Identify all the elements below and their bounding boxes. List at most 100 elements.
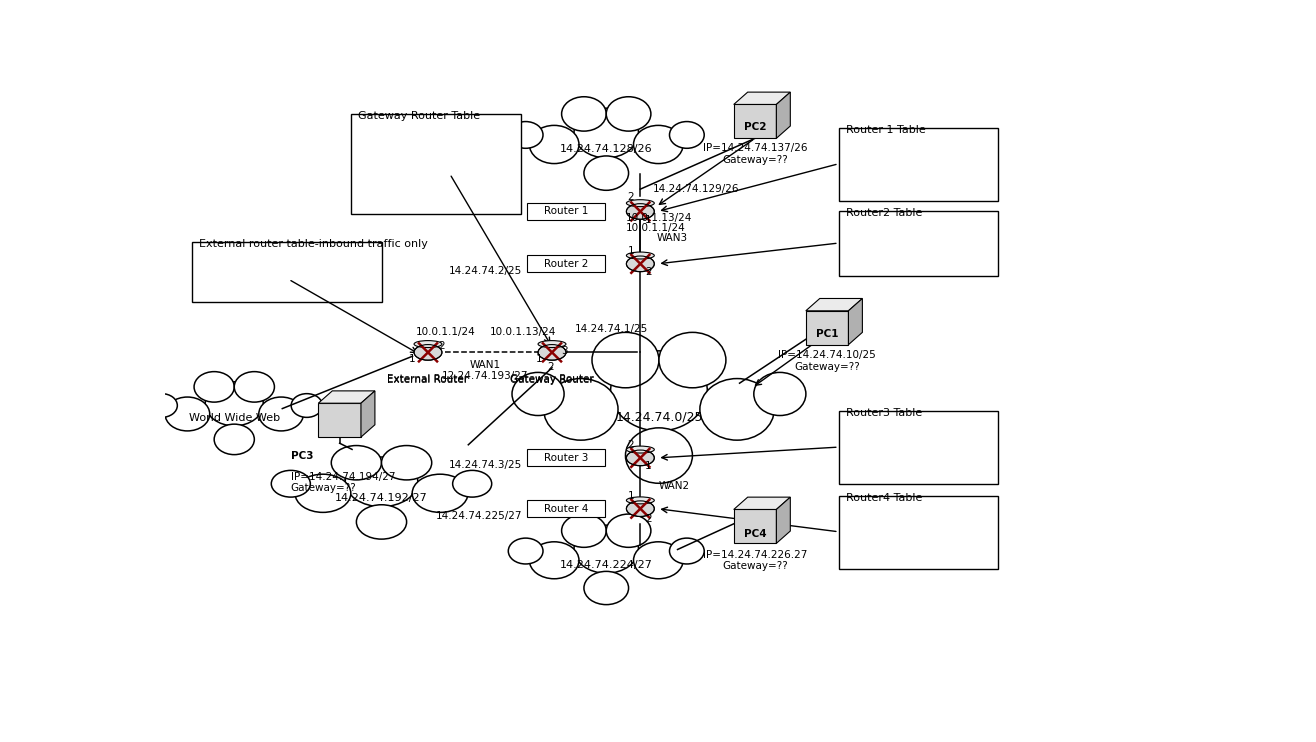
- Text: Router4 Table: Router4 Table: [846, 493, 923, 503]
- Text: 14.24.74.1/25: 14.24.74.1/25: [575, 324, 649, 334]
- Ellipse shape: [164, 397, 209, 431]
- Ellipse shape: [607, 514, 651, 548]
- Ellipse shape: [670, 538, 704, 564]
- Ellipse shape: [626, 446, 654, 453]
- Text: External Router: External Router: [387, 375, 468, 386]
- Text: 3: 3: [561, 346, 567, 356]
- Text: External Router: External Router: [387, 374, 468, 384]
- Circle shape: [415, 344, 442, 360]
- Text: PC4: PC4: [744, 529, 766, 539]
- Text: 14.24.74.3/25: 14.24.74.3/25: [449, 460, 522, 470]
- Text: IP=14.24.74.10/25
Gateway=??: IP=14.24.74.10/25 Gateway=??: [778, 350, 876, 372]
- Ellipse shape: [345, 457, 417, 507]
- Text: 12.24.74.193/27: 12.24.74.193/27: [442, 371, 529, 381]
- Text: Gateway Router: Gateway Router: [511, 374, 594, 384]
- Text: 14.24.74.0/25: 14.24.74.0/25: [615, 410, 703, 424]
- Ellipse shape: [271, 470, 311, 497]
- Ellipse shape: [453, 470, 492, 497]
- Text: 1: 1: [537, 353, 544, 364]
- Ellipse shape: [382, 445, 432, 480]
- Text: Router3 Table: Router3 Table: [846, 408, 923, 418]
- Polygon shape: [734, 92, 791, 105]
- Ellipse shape: [234, 372, 275, 402]
- Ellipse shape: [562, 96, 607, 131]
- Ellipse shape: [626, 200, 654, 206]
- Bar: [528, 500, 604, 517]
- Polygon shape: [734, 497, 791, 510]
- Ellipse shape: [626, 252, 654, 259]
- Ellipse shape: [700, 378, 774, 440]
- Text: 2: 2: [547, 362, 554, 372]
- Polygon shape: [776, 497, 791, 543]
- Ellipse shape: [633, 542, 683, 579]
- Text: 1: 1: [628, 246, 634, 256]
- Bar: [192, 241, 382, 301]
- Text: 2: 2: [646, 513, 653, 524]
- Ellipse shape: [291, 394, 322, 417]
- Polygon shape: [776, 92, 791, 138]
- Bar: [528, 203, 604, 220]
- Bar: [528, 255, 604, 272]
- Text: IP=14.24.74.194/27
Gateway=??: IP=14.24.74.194/27 Gateway=??: [291, 472, 395, 493]
- Ellipse shape: [611, 351, 707, 431]
- Bar: [734, 510, 776, 543]
- Ellipse shape: [357, 505, 407, 539]
- Text: 1: 1: [645, 215, 651, 225]
- Text: PC1: PC1: [816, 329, 838, 339]
- Text: 14.24.74.224/27: 14.24.74.224/27: [559, 560, 653, 570]
- Polygon shape: [318, 391, 375, 403]
- Text: External router table-inbound traffic only: External router table-inbound traffic on…: [199, 239, 428, 249]
- Bar: [528, 450, 604, 466]
- Bar: [838, 211, 998, 276]
- Text: 2: 2: [628, 440, 634, 450]
- Ellipse shape: [415, 341, 442, 347]
- Text: 14.24.74.225/27: 14.24.74.225/27: [436, 510, 522, 521]
- Text: 1: 1: [628, 490, 634, 501]
- Text: 14.24.74.129/26: 14.24.74.129/26: [653, 184, 740, 194]
- Bar: [805, 311, 849, 345]
- Text: IP=14.24.74.226.27
Gateway=??: IP=14.24.74.226.27 Gateway=??: [703, 550, 807, 571]
- Ellipse shape: [584, 156, 629, 190]
- Ellipse shape: [215, 424, 254, 455]
- Bar: [838, 496, 998, 569]
- Text: Gateway Router Table: Gateway Router Table: [358, 111, 480, 121]
- Text: Router 1 Table: Router 1 Table: [846, 125, 925, 135]
- Text: Router 4: Router 4: [544, 504, 588, 513]
- Text: PC3: PC3: [291, 451, 313, 461]
- Ellipse shape: [754, 372, 805, 416]
- Bar: [838, 128, 998, 200]
- Circle shape: [538, 344, 566, 360]
- Text: 10.0.1.1/24: 10.0.1.1/24: [625, 223, 686, 234]
- Text: PC2: PC2: [744, 122, 766, 132]
- Text: 10.0.1.13/24: 10.0.1.13/24: [625, 214, 692, 223]
- Text: Router 3: Router 3: [544, 453, 588, 463]
- Ellipse shape: [193, 372, 234, 402]
- Ellipse shape: [633, 125, 683, 163]
- Text: 2: 2: [628, 192, 634, 202]
- Text: 10.0.1.1/24: 10.0.1.1/24: [416, 327, 475, 337]
- Text: WAN2: WAN2: [658, 482, 690, 491]
- Polygon shape: [361, 391, 375, 437]
- Ellipse shape: [529, 542, 579, 579]
- Bar: [838, 411, 998, 484]
- Text: Router 2: Router 2: [544, 259, 588, 269]
- Text: Router 1: Router 1: [544, 206, 588, 217]
- Ellipse shape: [146, 394, 178, 417]
- Text: 14.24.74.192/27: 14.24.74.192/27: [336, 493, 428, 503]
- Text: 2: 2: [646, 267, 653, 278]
- Ellipse shape: [412, 474, 468, 513]
- Text: 1: 1: [645, 462, 651, 471]
- Text: 2: 2: [438, 341, 445, 351]
- Ellipse shape: [625, 428, 692, 483]
- Circle shape: [626, 501, 654, 516]
- Bar: [350, 114, 521, 214]
- Ellipse shape: [205, 382, 263, 426]
- Ellipse shape: [670, 122, 704, 148]
- Ellipse shape: [295, 474, 351, 513]
- Text: 14.24.74.128/26: 14.24.74.128/26: [559, 144, 653, 154]
- Text: Gateway Router: Gateway Router: [511, 375, 594, 386]
- Bar: [318, 403, 361, 437]
- Text: IP=14.24.74.137/26
Gateway=??: IP=14.24.74.137/26 Gateway=??: [703, 143, 807, 165]
- Ellipse shape: [626, 497, 654, 504]
- Ellipse shape: [574, 108, 638, 158]
